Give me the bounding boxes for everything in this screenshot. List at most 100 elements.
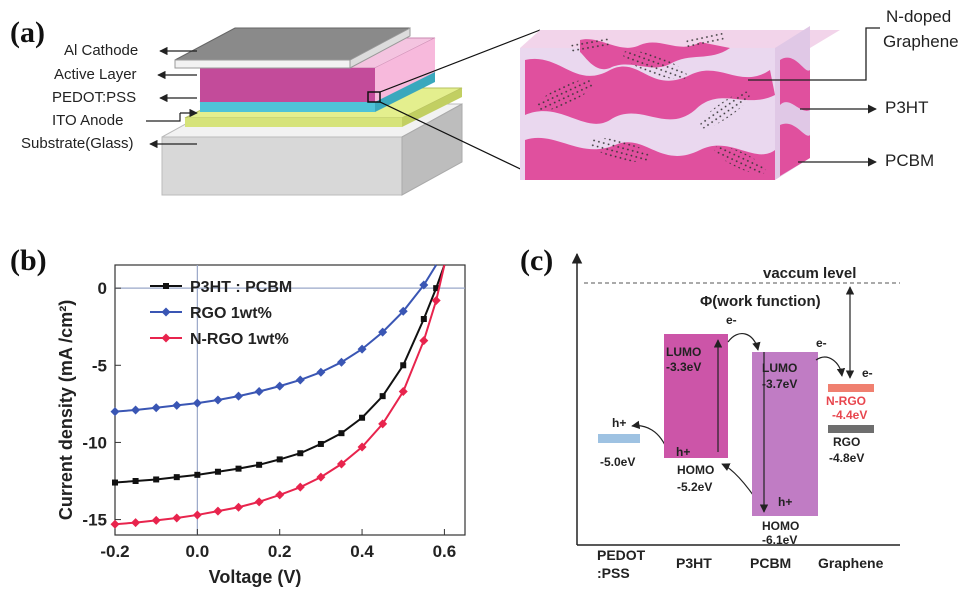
pcbm-homo-value: -6.1eV: [762, 533, 797, 547]
legend-label: RGO 1wt%: [190, 305, 272, 322]
electron-transfer-arrow-p3ht: [727, 333, 761, 351]
panel-a-label: (a): [10, 16, 45, 49]
data-point: [131, 518, 141, 528]
data-point: [213, 395, 223, 405]
pedot-carrier: h+: [612, 416, 626, 430]
label-substrate: Substrate(Glass): [21, 135, 134, 152]
p3ht-electron: e-: [726, 313, 737, 327]
nrgo-label: N-RGO: [826, 394, 866, 408]
data-point: [172, 400, 182, 410]
data-point: [338, 430, 345, 437]
data-point: [213, 506, 223, 516]
data-point: [214, 468, 221, 475]
p3ht-lumo: LUMO: [666, 345, 701, 359]
data-point: [192, 510, 202, 520]
data-point: [256, 461, 263, 468]
data-point: [378, 419, 388, 429]
pedot-level-bar: [598, 434, 640, 443]
y-tick-label: -10: [82, 433, 107, 452]
data-point: [316, 472, 326, 482]
data-point: [295, 482, 305, 492]
data-point: [163, 283, 169, 289]
data-point: [254, 497, 264, 507]
data-point: [110, 407, 120, 417]
data-point: [235, 465, 242, 472]
arrow-ito-anode: [146, 113, 181, 122]
legend-label: N-RGO 1wt%: [190, 331, 289, 348]
pcbm-bar: [752, 352, 818, 516]
rgo-label: RGO: [833, 435, 860, 449]
zoom-labels: N-doped Graphene P3HT PCBM: [748, 7, 959, 170]
rgo-level-bar: [828, 425, 874, 433]
data-point: [161, 307, 171, 317]
plot-frame: [114, 264, 466, 536]
data-point: [295, 375, 305, 385]
rgo-value: -4.8eV: [829, 451, 864, 465]
data-point: [433, 285, 440, 292]
data-point: [275, 490, 285, 500]
panel-b: (b) -0.2 0.0 0.2 0.4 0.6 0 -5 -10 -15 Voltage (V)…: [10, 244, 466, 587]
data-point: [398, 387, 408, 397]
data-point: [431, 295, 441, 305]
y-axis-label: Current density (mA /cm²): [56, 300, 76, 520]
data-point: [336, 357, 346, 367]
label-n-doped: N-doped: [886, 7, 951, 26]
electron-transfer-arrow-pcbm: [815, 356, 846, 377]
data-point: [132, 478, 139, 484]
pcbm-hole: h+: [778, 495, 792, 509]
nrgo-value: -4.4eV: [832, 408, 867, 422]
data-point: [112, 479, 118, 486]
y-tick-label: -5: [92, 356, 107, 375]
data-point: [173, 474, 180, 481]
data-point: [400, 362, 407, 369]
pedot-level: -5.0eV: [600, 455, 635, 469]
data-point: [172, 513, 182, 523]
device-stack: [161, 27, 541, 196]
column-p3ht: P3HT: [676, 555, 712, 571]
panel-c-label: (c): [520, 244, 553, 277]
y-tick-label: -15: [82, 511, 107, 530]
jv-chart: -0.2 0.0 0.2 0.4 0.6 0 -5 -10 -15 Voltage (V) Curr…: [56, 264, 466, 587]
column-pcbm: PCBM: [750, 555, 791, 571]
data-point: [153, 476, 160, 483]
data-point: [297, 450, 304, 457]
p3ht-lumo-value: -3.3eV: [666, 360, 701, 374]
label-active-layer: Active Layer: [54, 66, 137, 83]
column-pss: :PSS: [597, 565, 630, 581]
data-point: [151, 515, 161, 525]
work-function-label: Φ(work function): [700, 293, 821, 310]
data-point: [420, 316, 427, 322]
panel-a: (a): [10, 7, 959, 196]
data-point: [378, 327, 388, 337]
nrgo-level-bar: [828, 384, 874, 392]
pcbm-homo: HOMO: [762, 519, 799, 533]
legend-label: P3HT : PCBM: [190, 279, 292, 296]
label-pcbm: PCBM: [885, 151, 934, 170]
x-tick-label: -0.2: [100, 542, 129, 561]
arrow-graphene: [748, 27, 880, 81]
data-point: [254, 387, 264, 397]
data-point: [316, 367, 326, 377]
data-point: [275, 381, 285, 391]
data-point: [336, 459, 346, 469]
p3ht-homo-value: -5.2eV: [677, 480, 712, 494]
series-line: [114, 264, 446, 484]
layer-labels: Al Cathode Active Layer PEDOT:PSS ITO An…: [21, 42, 198, 152]
graphene-electron: e-: [862, 366, 873, 380]
data-point: [357, 344, 367, 354]
x-tick-label: 0.2: [268, 542, 292, 561]
data-point: [419, 336, 429, 346]
x-tick-label: 0.0: [186, 542, 210, 561]
x-tick-label: 0.4: [350, 542, 374, 561]
label-p3ht: P3HT: [885, 98, 928, 117]
data-point: [192, 398, 202, 408]
data-point: [234, 502, 244, 512]
pcbm-lumo: LUMO: [762, 361, 797, 375]
label-pedot-pss: PEDOT:PSS: [52, 89, 136, 106]
label-ito-anode: ITO Anode: [52, 112, 123, 129]
column-pedot: PEDOT: [597, 547, 646, 563]
data-point: [161, 333, 171, 343]
series-line: [114, 264, 446, 526]
blend-morphology-block: [520, 26, 840, 180]
